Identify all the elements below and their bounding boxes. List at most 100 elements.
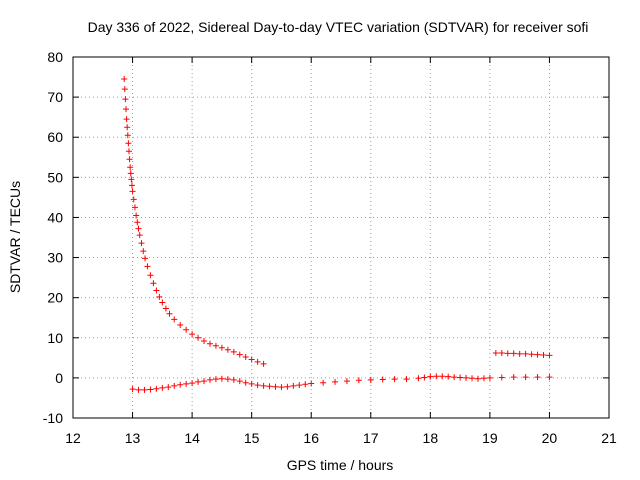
data-point	[123, 116, 130, 123]
x-tick-label: 16	[303, 430, 319, 446]
grid	[73, 57, 609, 418]
data-point	[189, 380, 196, 387]
data-point	[166, 310, 173, 317]
data-point	[206, 340, 213, 347]
data-point	[457, 374, 464, 381]
data-point	[177, 381, 184, 388]
data-point	[206, 376, 213, 383]
y-tick-label: 70	[47, 89, 63, 105]
data-point	[159, 299, 166, 306]
data-point	[516, 350, 523, 357]
data-point	[125, 140, 132, 147]
data-marks	[121, 76, 553, 393]
data-point	[127, 170, 134, 177]
data-point	[183, 380, 190, 387]
data-point	[421, 374, 428, 381]
data-point	[296, 382, 303, 389]
data-point	[150, 280, 157, 287]
x-tick-label: 15	[244, 430, 260, 446]
data-point	[445, 373, 452, 380]
x-tick-label: 19	[482, 430, 498, 446]
data-point	[138, 240, 145, 247]
y-tick-label: 80	[47, 49, 63, 65]
data-point	[254, 358, 261, 365]
data-point	[140, 248, 147, 255]
data-point	[403, 376, 410, 383]
data-point	[236, 378, 243, 385]
data-point	[128, 176, 135, 183]
data-point	[224, 376, 231, 383]
data-point	[474, 375, 481, 382]
data-point	[278, 384, 285, 391]
y-axis-label: SDTVAR / TECUs	[7, 181, 23, 293]
data-point	[156, 293, 163, 300]
plot-frame	[72, 56, 610, 419]
data-point	[302, 381, 309, 388]
data-point	[144, 263, 151, 270]
data-point	[177, 321, 184, 328]
data-point	[504, 350, 511, 357]
data-point	[469, 375, 476, 382]
y-tick-label: 60	[47, 129, 63, 145]
data-point	[332, 378, 339, 385]
data-point	[135, 386, 142, 393]
data-point	[439, 373, 446, 380]
x-tick-label: 14	[184, 430, 200, 446]
x-tick-label: 21	[601, 430, 617, 446]
data-point	[367, 376, 374, 383]
data-point	[162, 305, 169, 312]
x-axis-label: GPS time / hours	[287, 457, 394, 473]
data-point	[236, 351, 243, 358]
data-point	[135, 225, 142, 232]
y-tick-label: 30	[47, 250, 63, 266]
data-point	[242, 354, 249, 361]
data-point	[136, 232, 143, 239]
data-point	[165, 384, 172, 391]
data-point	[121, 76, 128, 83]
data-point	[153, 287, 160, 294]
data-point	[266, 383, 273, 390]
data-point	[284, 383, 291, 390]
data-point	[124, 132, 131, 139]
data-point	[528, 351, 535, 358]
data-point	[355, 377, 362, 384]
data-point	[128, 182, 135, 189]
axis-ticks: 12 13 14 15 16 17 18 19 20 21 -10 0 10 20 30 40 50 60 70 80	[43, 49, 617, 446]
series-upper-short-segment	[492, 350, 553, 359]
data-point	[379, 376, 386, 383]
data-point	[195, 378, 202, 385]
data-point	[540, 352, 547, 359]
data-point	[260, 360, 267, 367]
data-point	[141, 386, 148, 393]
data-point	[230, 376, 237, 383]
data-point	[127, 164, 134, 171]
data-point	[230, 348, 237, 355]
data-point	[201, 378, 208, 385]
y-tick-label: 50	[47, 169, 63, 185]
data-point	[510, 350, 517, 357]
data-point	[159, 384, 166, 391]
data-point	[218, 344, 225, 351]
data-point	[510, 374, 517, 381]
y-tick-label: 40	[47, 209, 63, 225]
x-tick-label: 17	[363, 430, 379, 446]
data-point	[147, 272, 154, 279]
x-tick-label: 18	[423, 430, 439, 446]
y-tick-label: 10	[47, 330, 63, 346]
data-point	[433, 373, 440, 380]
data-point	[129, 386, 136, 393]
y-tick-label: 0	[55, 370, 63, 386]
data-point	[129, 188, 136, 195]
data-point	[463, 374, 470, 381]
data-point	[242, 379, 249, 386]
data-point	[189, 331, 196, 338]
data-point	[308, 380, 315, 387]
x-tick-label: 12	[65, 430, 81, 446]
data-point	[126, 156, 133, 163]
data-point	[534, 351, 541, 358]
data-point	[201, 337, 208, 344]
data-point	[492, 350, 499, 357]
x-tick-label: 13	[125, 430, 141, 446]
data-point	[212, 376, 219, 383]
